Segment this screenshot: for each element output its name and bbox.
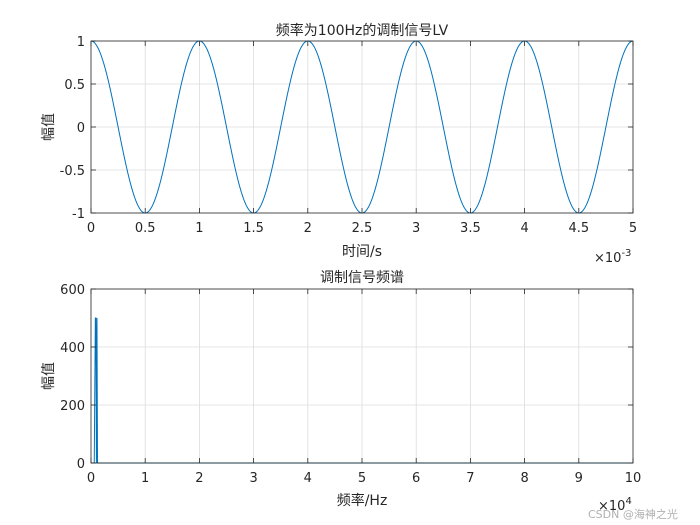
time-plot-y-tick-labels: -1 -0.5 0 0.5 1 <box>60 35 85 222</box>
spectrum-plot-y-tick-label: 200 <box>60 399 85 414</box>
time-plot-x-tick-label: 1 <box>195 221 203 236</box>
time-plot-x-tick-label: 0 <box>87 221 95 236</box>
time-plot-axes: 0 0.5 1 1.5 2 2.5 3 3.5 4 4.5 5 -1 -0.5 0 0.5 1 频率为100… <box>41 22 637 266</box>
spectrum-plot-x-tick-label: 3 <box>249 471 257 486</box>
spectrum-plot-x-label: 频率/Hz <box>337 492 388 509</box>
spectrum-plot-x-tick-label: 1 <box>141 471 149 486</box>
time-plot-y-tick-label: -1 <box>72 207 85 222</box>
time-plot-title: 频率为100Hz的调制信号LV <box>276 22 449 39</box>
spectrum-plot-x-tick-labels: 0 1 2 3 4 5 6 7 8 9 10 <box>87 471 641 486</box>
time-plot-ticks <box>90 40 634 214</box>
spectrum-plot-y-tick-label: 0 <box>77 457 85 472</box>
time-plot-x-tick-label: 0.5 <box>135 221 156 236</box>
time-plot-y-tick-label: -0.5 <box>60 164 85 179</box>
time-plot-x-tick-label: 3.5 <box>460 221 481 236</box>
time-plot-x-tick-label: 1.5 <box>243 221 264 236</box>
time-plot-x-tick-label: 2.5 <box>352 221 373 236</box>
watermark: CSDN @海神之光 <box>588 507 678 521</box>
spectrum-plot-x-tick-label: 10 <box>625 471 642 486</box>
spectrum-plot-title: 调制信号频谱 <box>320 270 404 286</box>
spectrum-plot-x-tick-label: 4 <box>304 471 312 486</box>
time-plot-x-tick-label: 3 <box>412 221 420 236</box>
spectrum-plot-ticks <box>90 288 634 464</box>
spectrum-plot-series-line <box>91 317 633 464</box>
spectrum-plot-series <box>91 317 633 464</box>
spectrum-plot-x-tick-label: 2 <box>195 471 203 486</box>
time-plot-x-exponent: ×10-3 <box>594 248 631 266</box>
time-plot-y-tick-label: 1 <box>77 35 85 50</box>
spectrum-plot-y-tick-label: 400 <box>60 341 85 356</box>
time-plot-x-tick-label: 4 <box>520 221 528 236</box>
spectrum-plot-y-tick-label: 600 <box>60 283 85 298</box>
time-plot-x-tick-labels: 0 0.5 1 1.5 2 2.5 3 3.5 4 4.5 5 <box>87 221 637 236</box>
time-plot-y-label: 幅值 <box>41 113 57 141</box>
time-plot-x-label: 时间/s <box>342 244 382 260</box>
spectrum-plot-x-tick-label: 6 <box>412 471 420 486</box>
spectrum-plot-x-tick-label: 5 <box>358 471 366 486</box>
spectrum-plot-x-tick-label: 9 <box>575 471 583 486</box>
time-plot-x-tick-label: 2 <box>304 221 312 236</box>
spectrum-plot-x-tick-label: 8 <box>520 471 528 486</box>
spectrum-plot-x-tick-label: 0 <box>87 471 95 486</box>
time-plot-x-tick-label: 5 <box>629 221 637 236</box>
spectrum-plot-x-tick-label: 7 <box>466 471 474 486</box>
time-plot-y-tick-label: 0 <box>77 121 85 136</box>
time-plot-y-tick-label: 0.5 <box>64 78 85 93</box>
spectrum-plot-x-exponent: ×104 <box>598 496 632 514</box>
spectrum-plot-y-label: 幅值 <box>41 362 57 390</box>
time-plot-x-tick-label: 4.5 <box>568 221 589 236</box>
spectrum-plot-y-tick-labels: 0 200 400 600 <box>60 283 85 472</box>
